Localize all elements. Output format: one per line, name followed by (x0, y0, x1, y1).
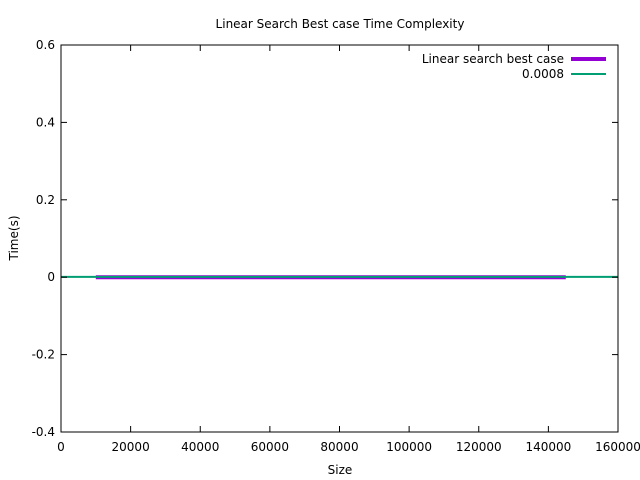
x-tick-label: 0 (57, 440, 65, 454)
chart-title: Linear Search Best case Time Complexity (216, 17, 465, 31)
x-tick-label: 140000 (525, 440, 571, 454)
legend-label-1: 0.0008 (522, 67, 564, 81)
ticks-layer: 0 20000 40000 60000 80000 100000 120000 140000 1… (32, 38, 640, 454)
x-tick-label: 160000 (595, 440, 640, 454)
legend-label-0: Linear search best case (422, 52, 564, 66)
x-tick-label: 80000 (320, 440, 358, 454)
y-tick-label: -0.4 (32, 425, 55, 439)
y-tick-label: 0.2 (36, 193, 55, 207)
x-tick-label: 40000 (181, 440, 219, 454)
y-tick-label: -0.2 (32, 348, 55, 362)
y-tick-label: 0.6 (36, 38, 55, 52)
y-tick-label: 0.4 (36, 115, 55, 129)
x-tick-label: 60000 (251, 440, 289, 454)
y-tick-label: 0 (47, 270, 55, 284)
x-tick-label: 120000 (456, 440, 502, 454)
x-axis-label: Size (328, 463, 353, 477)
plot-frame (60, 44, 619, 433)
x-tick-label: 100000 (386, 440, 432, 454)
y-axis-label: Time(s) (7, 216, 21, 262)
x-tick-label: 20000 (112, 440, 150, 454)
